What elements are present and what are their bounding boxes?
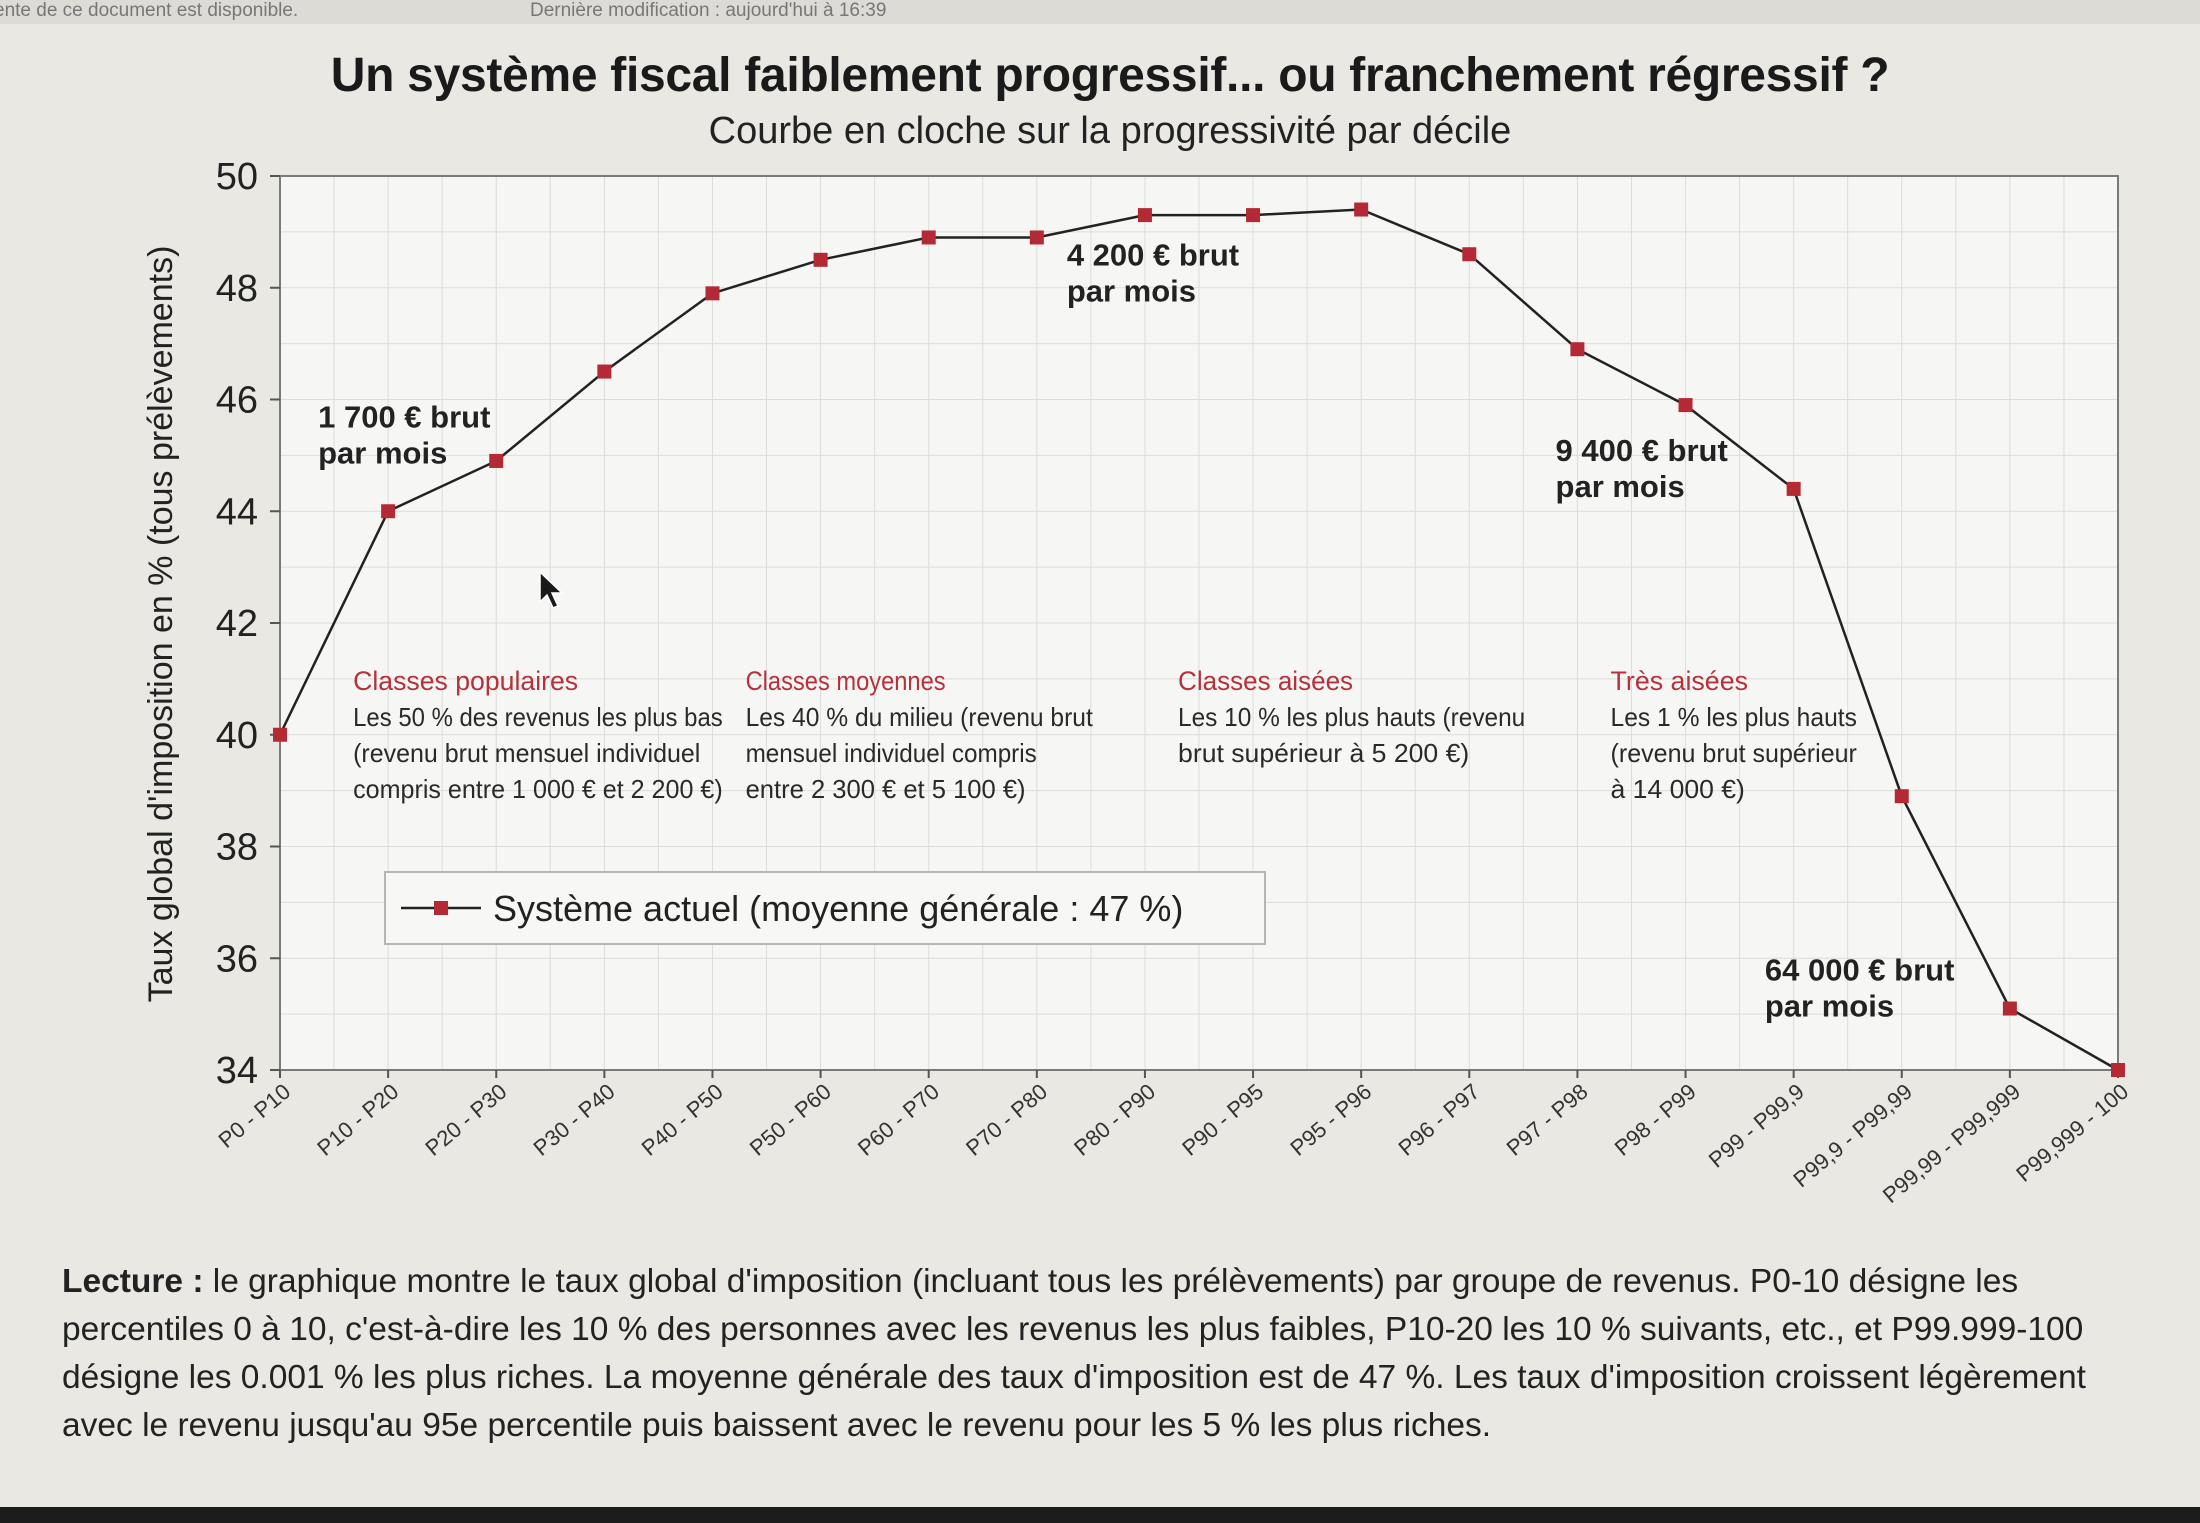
x-tick-label: P97 - P98 [1502,1079,1593,1161]
data-point [1786,481,1801,496]
annotation-label: par mois [318,435,447,470]
top-bar-left-text: ente de ce document est disponible. [0,0,299,21]
reading-text: le graphique montre le taux global d'imp… [62,1263,2086,1444]
class-label-text: (revenu brut mensuel individuel [353,738,700,768]
series-line [278,208,2119,1072]
data-point [1462,247,1477,262]
chart-subtitle: Courbe en cloche sur la progressivité pa… [708,110,1512,152]
annotation-label: 9 400 € brut [1556,433,1728,468]
class-label-text: compris entre 1 000 € et 2 200 €) [353,774,723,804]
class-label-text: brut supérieur à 5 200 €) [1178,738,1469,768]
data-point [2111,1063,2125,1077]
class-label-title: Très aisées [1611,666,1749,696]
data-point [489,453,504,468]
annotation-label: 4 200 € brut [1067,237,1239,272]
chart-title: Un système fiscal faiblement progressif.… [330,49,1890,102]
screen-bottom-edge [0,1507,2200,1523]
data-point [597,364,612,379]
x-tick-label: P70 - P80 [961,1079,1052,1161]
y-tick-label: 50 [216,156,258,198]
top-bar-modified-text: Dernière modification : aujourd'hui à 16… [530,0,887,21]
annotation-label: 64 000 € brut [1765,953,1955,988]
legend-marker [434,901,448,915]
class-label-text: Les 40 % du milieu (revenu brut [746,702,1094,732]
y-tick-label: 36 [216,938,258,980]
annotation-label: par mois [1765,989,1894,1024]
x-tick-label: P60 - P70 [853,1079,944,1161]
class-label-title: Classes aisées [1178,666,1353,696]
data-point [1570,342,1585,357]
class-label-text: Les 50 % des revenus les plus bas [353,702,723,732]
data-point [273,727,287,742]
x-tick-label: P96 - P97 [1393,1079,1484,1161]
mouse-cursor-icon [539,570,564,609]
class-label-text: Les 10 % les plus hauts (revenu [1178,702,1525,732]
y-tick-label: 44 [216,491,258,533]
y-axis-label: Taux global d'imposition en % (tous prél… [142,246,180,1003]
y-tick-label: 40 [216,715,258,757]
window-top-bar: ente de ce document est disponible. Dern… [0,0,2200,24]
data-point [1246,208,1261,223]
y-tick-label: 42 [216,603,258,645]
y-tick-label: 46 [216,380,258,422]
data-point [1029,230,1044,245]
y-tick-label: 48 [216,268,258,310]
x-tick-label: P50 - P60 [745,1079,836,1161]
data-point [705,286,720,301]
x-tick-label: P95 - P96 [1285,1079,1376,1161]
data-point [1137,208,1152,223]
class-label-text: Les 1 % les plus hauts [1611,702,1857,732]
x-tick-label: P99,999 - 100 [2011,1079,2133,1187]
data-point [1894,789,1909,804]
line-chart: 34 36 38 40 42 44 46 48 50 Taux global d'impositi… [142,156,2133,1208]
x-tick-label: P99 - P99,9 [1704,1079,1809,1173]
annotation-label: par mois [1556,469,1685,504]
data-point [1354,202,1369,217]
data-point [381,504,396,519]
legend-label: Système actuel (moyenne générale : 47 %) [493,888,1183,929]
legend-box [384,871,1266,945]
x-tick-label: P10 - P20 [312,1079,403,1161]
data-point [2002,1001,2017,1016]
x-tick-label: P80 - P90 [1069,1079,1160,1161]
class-label-text: mensuel individuel compris [746,738,1037,768]
class-label-text: (revenu brut supérieur [1611,738,1858,768]
annotation-label: par mois [1067,273,1196,308]
x-tick-label: P20 - P30 [420,1079,511,1161]
x-tick-label: P98 - P99 [1610,1079,1701,1161]
x-tick-label: P30 - P40 [529,1079,620,1161]
data-point [813,252,828,267]
y-tick-label: 34 [216,1050,258,1092]
class-label-title: Classes moyennes [746,666,946,696]
annotation-label: 1 700 € brut [318,399,490,434]
y-tick-label: 38 [216,827,258,869]
data-point [921,230,936,245]
class-label-title: Classes populaires [353,666,578,696]
reading-note: Lecture : le graphique montre le taux gl… [62,1258,2142,1450]
class-label-text: à 14 000 €) [1611,774,1745,804]
class-label-text: entre 2 300 € et 5 100 €) [746,774,1026,804]
reading-label: Lecture : [62,1263,204,1300]
x-tick-label: P40 - P50 [637,1079,728,1161]
x-tick-label: P90 - P95 [1177,1079,1268,1161]
data-point [1678,398,1693,413]
